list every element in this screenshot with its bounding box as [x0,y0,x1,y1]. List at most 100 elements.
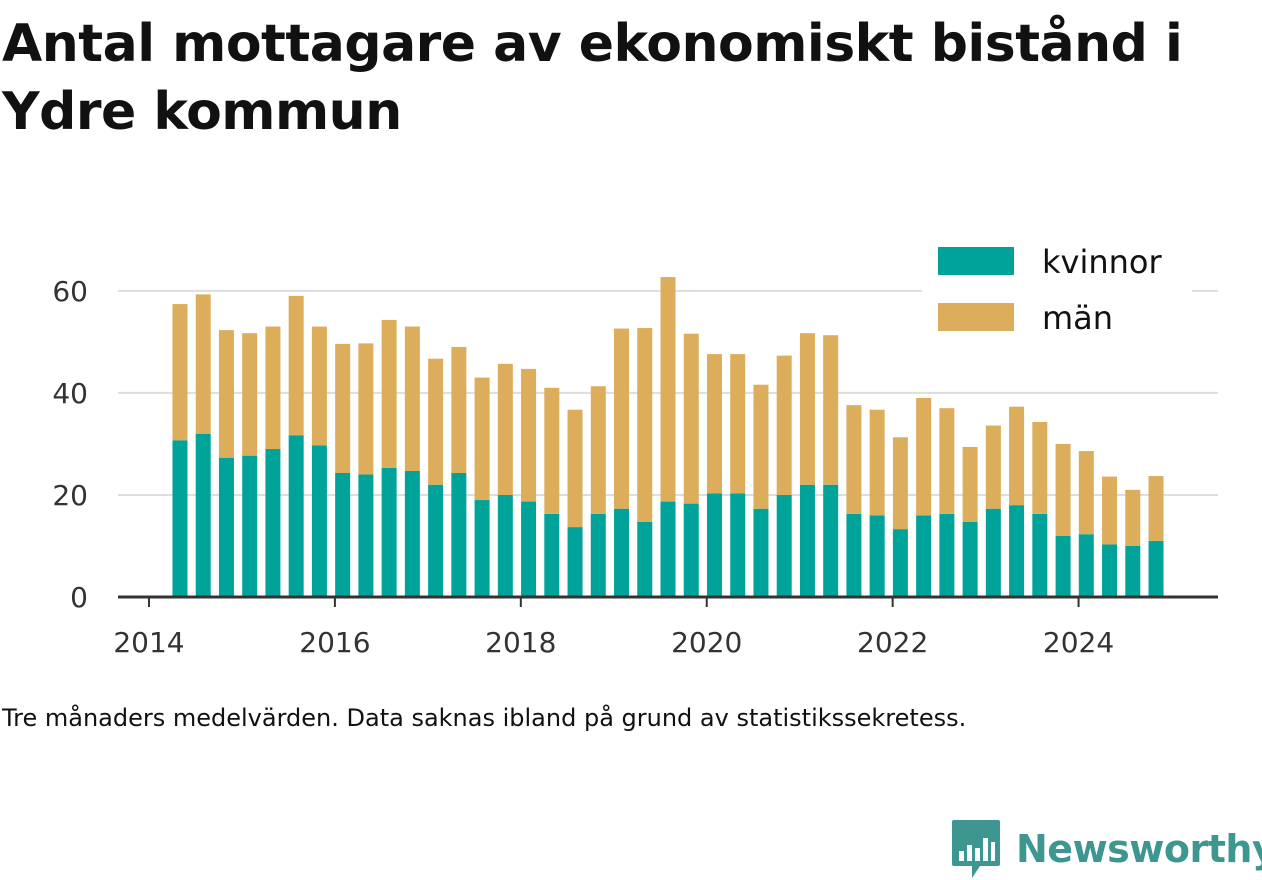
bar-segment-kvinnor [1078,534,1094,597]
bar-segment-kvinnor [683,503,699,597]
bar-segment-män [776,355,792,495]
bar-segment-kvinnor [590,513,606,597]
bar-segment-män [753,384,769,509]
bar-segment-män [404,326,420,471]
bar-segment-kvinnor [544,513,560,597]
bar-segment-kvinnor [195,433,211,597]
bar-segment-kvinnor [637,521,653,597]
bar-segment-kvinnor [172,440,188,597]
bar-segment-män [335,343,351,473]
bar-segment-män [218,330,234,458]
bar-segment-män [799,333,815,485]
bar-segment-män [892,437,908,530]
bar-segment-kvinnor [288,435,304,597]
bar-segment-kvinnor [706,493,722,597]
bar-segment-kvinnor [428,484,444,597]
y-tick-label: 20 [52,479,88,512]
bar-segment-kvinnor [567,527,583,597]
bar-segment-män [590,386,606,514]
bar-segment-män [1078,451,1094,535]
bar-segment-män [1125,489,1141,546]
bar-segment-kvinnor [1032,513,1048,597]
legend-label: män [1042,299,1113,337]
bar-segment-kvinnor [660,501,676,597]
bar-segment-kvinnor [614,508,630,597]
bar-segment-män [730,354,746,494]
legend: kvinnor män [922,232,1192,344]
bar-segment-kvinnor [846,513,862,597]
bar-segment-män [1055,443,1071,536]
logo-text: Newsworthy [1016,827,1262,871]
bar-chart-speech-bubble-icon [952,820,1000,878]
bar-segment-män [916,397,932,516]
bar-segment-kvinnor [381,467,397,597]
bar-segment-kvinnor [358,474,374,597]
bar-segment-män [358,343,374,475]
bar-segment-män [428,358,444,485]
bar-segment-kvinnor [799,484,815,597]
bar-segment-kvinnor [404,470,420,597]
bar-segment-män [1148,476,1164,541]
bar-segment-män [474,377,490,501]
bar-segment-män [242,333,258,456]
stacked-bar-chart: 0 20 40 60 2014 2016 2018 2020 2022 2024 kvinnor m… [52,232,1218,659]
bar-segment-män [497,363,513,495]
bar-segment-kvinnor [730,493,746,597]
bar-segment-män [521,368,537,502]
bar-segment-kvinnor [265,449,281,597]
x-tick-label: 2020 [671,626,742,659]
bar-segment-kvinnor [753,508,769,597]
bar-segment-män [288,295,304,436]
bar-segment-kvinnor [823,484,839,597]
bar-segment-män [544,387,560,514]
bar-segment-män [660,277,676,502]
y-tick-label: 0 [70,581,88,614]
bar-segment-män [706,354,722,494]
legend-swatch-män [938,303,1014,331]
bar-segment-kvinnor [1148,540,1164,597]
x-tick-label: 2022 [857,626,928,659]
bar-segment-män [869,409,885,516]
bar-segment-kvinnor [776,494,792,597]
bar-segment-män [846,405,862,514]
x-tick-label: 2024 [1043,626,1114,659]
bar-segment-män [265,326,281,450]
bar-segment-kvinnor [939,513,955,597]
bar-segment-män [311,326,327,446]
bar-segment-män [985,425,1001,509]
bar-segment-kvinnor [962,521,978,597]
bar-segment-män [614,328,630,509]
bar-segment-män [172,304,188,441]
chart-title: Antal mottagare av ekonomiskt bistånd i … [2,14,1183,142]
bar-segment-män [683,333,699,504]
bar-segment-kvinnor [985,508,1001,597]
x-tick-label: 2018 [485,626,556,659]
bar-segment-kvinnor [1055,535,1071,597]
bar-segment-män [823,335,839,485]
bar-segment-män [939,408,955,514]
bar-segment-män [567,409,583,528]
bar-segment-män [195,294,211,434]
newsworthy-logo: Newsworthy [950,818,1262,880]
bar-segment-kvinnor [335,472,351,597]
legend-swatch-kvinnor [938,247,1014,275]
bar-segment-män [451,346,467,473]
bar-segment-män [962,446,978,522]
bar-segment-män [1102,476,1118,545]
bar-segment-kvinnor [869,515,885,597]
bars [172,277,1164,597]
bar-segment-kvinnor [451,472,467,597]
bar-segment-kvinnor [311,445,327,597]
bar-segment-män [637,328,653,522]
bar-segment-män [381,319,397,468]
axes: 0 20 40 60 2014 2016 2018 2020 2022 2024 [52,275,1218,659]
bar-segment-kvinnor [218,457,234,597]
y-tick-label: 40 [52,377,88,410]
x-tick-label: 2014 [113,626,184,659]
bar-segment-kvinnor [1102,544,1118,597]
bar-segment-män [1009,406,1025,506]
bar-segment-kvinnor [242,455,258,597]
bar-segment-kvinnor [1125,545,1141,597]
bar-segment-kvinnor [892,529,908,597]
legend-label: kvinnor [1042,243,1163,281]
